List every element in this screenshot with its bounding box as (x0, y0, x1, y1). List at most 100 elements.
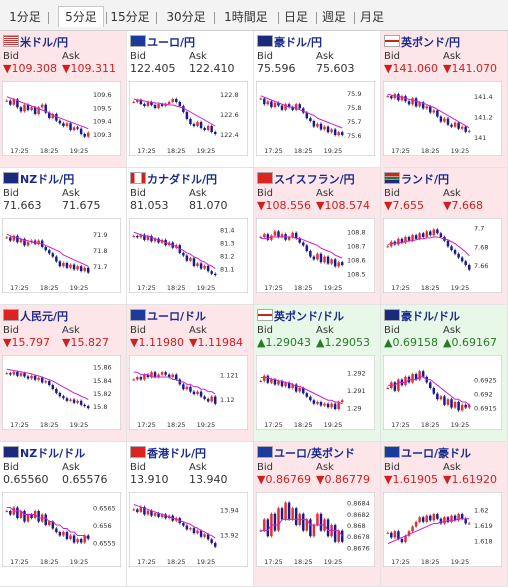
chart-background (129, 218, 248, 293)
candle-body (192, 258, 196, 266)
candle-body (323, 403, 326, 406)
candlestick-chart[interactable]: 1.62 1.619 1.618 17:25 18:25 19:25 (383, 492, 502, 567)
currency-pair-title[interactable]: ランド/円 (384, 171, 449, 187)
candle-body (44, 104, 47, 113)
currency-pair-title[interactable]: 香港ドル/円 (130, 445, 206, 461)
candle-body (397, 94, 400, 101)
ask-caption: Ask (62, 462, 80, 473)
candle-body (136, 377, 139, 380)
candle-body (153, 372, 157, 378)
y-tick-label: 75.8 (347, 104, 361, 112)
tab-timeframe[interactable]: 5分足 (58, 6, 104, 27)
candlestick-chart[interactable]: 109.6 109.5 109.4 109.3 17:25 18:25 19:25 (2, 81, 121, 156)
ask-value: 0.65576 (62, 473, 108, 486)
candle-body (182, 384, 185, 390)
candle-body (393, 531, 397, 538)
tab-timeframe[interactable]: 日足 (283, 10, 308, 24)
y-tick-label: 13.92 (220, 531, 239, 539)
currency-pair-title[interactable]: 豪ドル/円 (257, 34, 322, 50)
candle-body (259, 381, 263, 382)
candlestick-chart[interactable]: 1.292 1.291 1.29 17:25 18:25 19:25 (256, 355, 375, 430)
rate-tile[interactable]: ユーロ/ドル Bid Ask ▼1.11980 ▼1.11984 1.121 1.12 17:… (127, 305, 254, 442)
candlestick-chart[interactable]: 122.8 122.6 122.4 17:25 18:25 19:25 (129, 81, 248, 156)
rate-tile[interactable]: 英ポンド/円 Bid Ask ▼141.060 ▼141.070 141.4 141.2 14… (381, 31, 508, 168)
candle-body (62, 263, 65, 267)
tab-separator (156, 12, 157, 24)
currency-pair-title[interactable]: NZドル/ドル (3, 445, 85, 461)
rate-tile[interactable]: 豪ドル/ドル Bid Ask ▲0.69158 ▲0.69167 0.6925 0.692 0… (381, 305, 508, 442)
currency-pair-title[interactable]: スイスフラン/円 (257, 171, 355, 187)
candlestick-chart[interactable]: 0.8684 0.8682 0.868 0.8678 0.8676 17:25 18:25 1… (256, 492, 375, 567)
rate-tile[interactable]: NZドル/ドル Bid Ask 0.65560 0.65576 0.6565 0.656 0.… (0, 442, 127, 587)
ask-value: 71.675 (62, 199, 101, 212)
candle-body (136, 100, 139, 102)
tab-timeframe[interactable]: 月足 (359, 10, 384, 24)
tab-timeframe[interactable]: 1分足 (9, 10, 41, 24)
candlestick-chart[interactable]: 7.7 7.68 7.66 17:25 18:25 19:25 (383, 218, 502, 293)
currency-pair-title[interactable]: ユーロ/豪ドル (384, 445, 471, 461)
candle-body (425, 106, 428, 109)
candle-body (203, 396, 206, 399)
candlestick-chart[interactable]: 15.86 15.84 15.82 15.8 17:25 18:25 19:25 (2, 355, 121, 430)
y-tick-label: 7.68 (474, 243, 488, 251)
candle-body (33, 107, 37, 114)
candlestick-chart[interactable]: 71.9 71.8 71.7 17:25 18:25 19:25 (2, 218, 121, 293)
currency-pair-title[interactable]: 英ポンド/ドル (257, 308, 344, 324)
tab-timeframe[interactable]: 週足 (321, 10, 346, 24)
candle-body (421, 233, 425, 237)
bid-value: ▼7.655 (384, 199, 424, 212)
x-tick-label: 18:25 (421, 558, 440, 566)
candle-body (414, 374, 418, 380)
candle-body (58, 120, 62, 124)
rate-tile[interactable]: 香港ドル/円 Bid Ask 13.910 13.940 13.94 13.92 17:25 1… (127, 442, 254, 587)
candlestick-chart[interactable]: 81.4 81.3 81.2 81.1 17:25 18:25 19:25 (129, 218, 248, 293)
rate-tile[interactable]: スイスフラン/円 Bid Ask ▼108.556 ▼108.574 108.8 108.7… (254, 168, 381, 305)
moving-average-line (133, 371, 216, 395)
tab-timeframe[interactable]: 30分足 (166, 10, 206, 24)
rate-tile[interactable]: 人民元/円 Bid Ask ▼15.797 ▼15.827 15.86 15.84 15.82… (0, 305, 127, 442)
x-tick-label: 17:25 (10, 284, 29, 292)
y-tick-label: 1.291 (347, 387, 366, 395)
candlestick-chart[interactable]: 13.94 13.92 17:25 18:25 19:25 (129, 492, 248, 567)
rate-tile[interactable]: カナダドル/円 Bid Ask 81.053 81.070 81.4 81.3 81.2 81.… (127, 168, 254, 305)
rate-tile[interactable]: 英ポンド/ドル Bid Ask ▲1.29043 ▲1.29053 1.292 1.291 1… (254, 305, 381, 442)
candle-body (414, 521, 418, 527)
candlestick-chart[interactable]: 1.121 1.12 17:25 18:25 19:25 (129, 355, 248, 430)
currency-pair-title[interactable]: ユーロ/英ポンド (257, 445, 355, 461)
y-tick-label: 122.8 (220, 91, 239, 99)
currency-pair-title[interactable]: NZドル/円 (3, 171, 74, 187)
x-tick-label: 18:25 (294, 421, 313, 429)
candle-body (309, 396, 312, 401)
candlestick-chart[interactable]: 75.9 75.8 75.7 75.6 17:25 18:25 19:25 (256, 81, 375, 156)
currency-pair-title[interactable]: ユーロ/ドル (130, 308, 206, 324)
tab-timeframe[interactable]: 15分足 (110, 10, 150, 24)
candlestick-chart[interactable]: 141.4 141.2 141 17:25 18:25 19:25 (383, 81, 502, 156)
rate-tile[interactable]: 米ドル/円 Bid Ask ▼109.308 ▼109.311 109.6 109.5 109… (0, 31, 127, 168)
y-tick-label: 1.29 (347, 404, 361, 412)
candle-body (263, 98, 266, 105)
pair-name: ユーロ/英ポンド (274, 447, 356, 460)
currency-pair-title[interactable]: 人民元/円 (3, 308, 68, 324)
rate-tile[interactable]: ランド/円 Bid Ask ▼7.655 ▼7.668 7.7 7.68 7.66 17:25 1… (381, 168, 508, 305)
tab-timeframe[interactable]: 1時間足 (224, 10, 268, 24)
currency-pair-title[interactable]: 豪ドル/ドル (384, 308, 460, 324)
currency-pair-title[interactable]: 米ドル/円 (3, 34, 68, 50)
rate-tile[interactable]: ユーロ/円 Bid Ask 122.405 122.410 122.8 122.6 122.4… (127, 31, 254, 168)
rate-tile[interactable]: NZドル/円 Bid Ask 71.663 71.675 71.9 71.8 71.7 17:2… (0, 168, 127, 305)
rate-tile[interactable]: ユーロ/英ポンド Bid Ask ▼0.86769 ▼0.86779 0.8684 0.86… (254, 442, 381, 587)
candlestick-chart[interactable]: 108.8 108.7 108.6 108.5 17:25 18:25 19:25 (256, 218, 375, 293)
y-tick-label: 7.7 (474, 225, 484, 233)
y-tick-label: 81.3 (220, 240, 234, 248)
candle-body (443, 517, 446, 524)
rate-tile[interactable]: 豪ドル/円 Bid Ask 75.596 75.603 75.9 75.8 75.7 75.6 1… (254, 31, 381, 168)
candle-body (69, 264, 72, 268)
currency-pair-title[interactable]: 英ポンド/円 (384, 34, 460, 50)
currency-pair-title[interactable]: カナダドル/円 (130, 171, 217, 187)
candlestick-chart[interactable]: 0.6925 0.692 0.6915 17:25 18:25 19:25 (383, 355, 502, 430)
candlestick-chart[interactable]: 0.6565 0.656 0.6555 17:25 18:25 19:25 (2, 492, 121, 567)
candle-body (189, 528, 192, 530)
rate-tile[interactable]: ユーロ/豪ドル Bid Ask ▼1.61905 ▼1.61920 1.62 1.619 1.… (381, 442, 508, 587)
currency-pair-title[interactable]: ユーロ/円 (130, 34, 195, 50)
pair-name: NZドル/ドル (20, 447, 86, 460)
candle-body (312, 121, 316, 127)
